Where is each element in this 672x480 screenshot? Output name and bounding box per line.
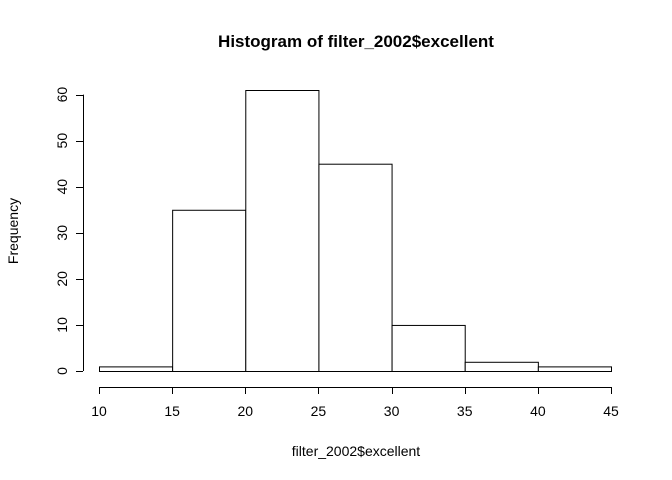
- bars-group: [99, 90, 612, 373]
- y-axis: 0 10 20 30 40 50 60: [54, 87, 84, 375]
- x-tick-label-2: 20: [237, 403, 253, 419]
- x-tick-label-0: 10: [91, 403, 107, 419]
- x-axis: 10 15 20 25 30 35 40 45: [91, 387, 619, 419]
- y-tick-label-6: 60: [54, 87, 70, 103]
- x-tick-label-4: 30: [384, 403, 400, 419]
- y-tick-label-1: 10: [54, 317, 70, 333]
- chart-title: Histogram of filter_2002$excellent: [218, 32, 494, 51]
- x-tick-label-5: 35: [457, 403, 473, 419]
- x-tick-label-6: 40: [530, 403, 546, 419]
- histogram-bar-5: [464, 361, 539, 373]
- y-tick-label-3: 30: [54, 225, 70, 241]
- x-tick-label-1: 15: [164, 403, 180, 419]
- histogram-bar-6: [537, 366, 612, 372]
- y-tick-label-4: 40: [54, 179, 70, 195]
- histogram-bar-2: [245, 90, 320, 372]
- y-tick-label-2: 20: [54, 271, 70, 287]
- histogram-bar-1: [172, 209, 247, 372]
- histogram-bar-4: [391, 324, 466, 372]
- x-tick-label-3: 25: [311, 403, 327, 419]
- y-tick-label-5: 50: [54, 133, 70, 149]
- x-tick-label-7: 45: [603, 403, 619, 419]
- histogram-bar-3: [318, 163, 393, 372]
- y-axis-label: Frequency: [5, 198, 21, 264]
- x-axis-label: filter_2002$excellent: [292, 443, 421, 459]
- y-tick-label-0: 0: [54, 367, 70, 375]
- histogram-bar-0: [99, 366, 174, 372]
